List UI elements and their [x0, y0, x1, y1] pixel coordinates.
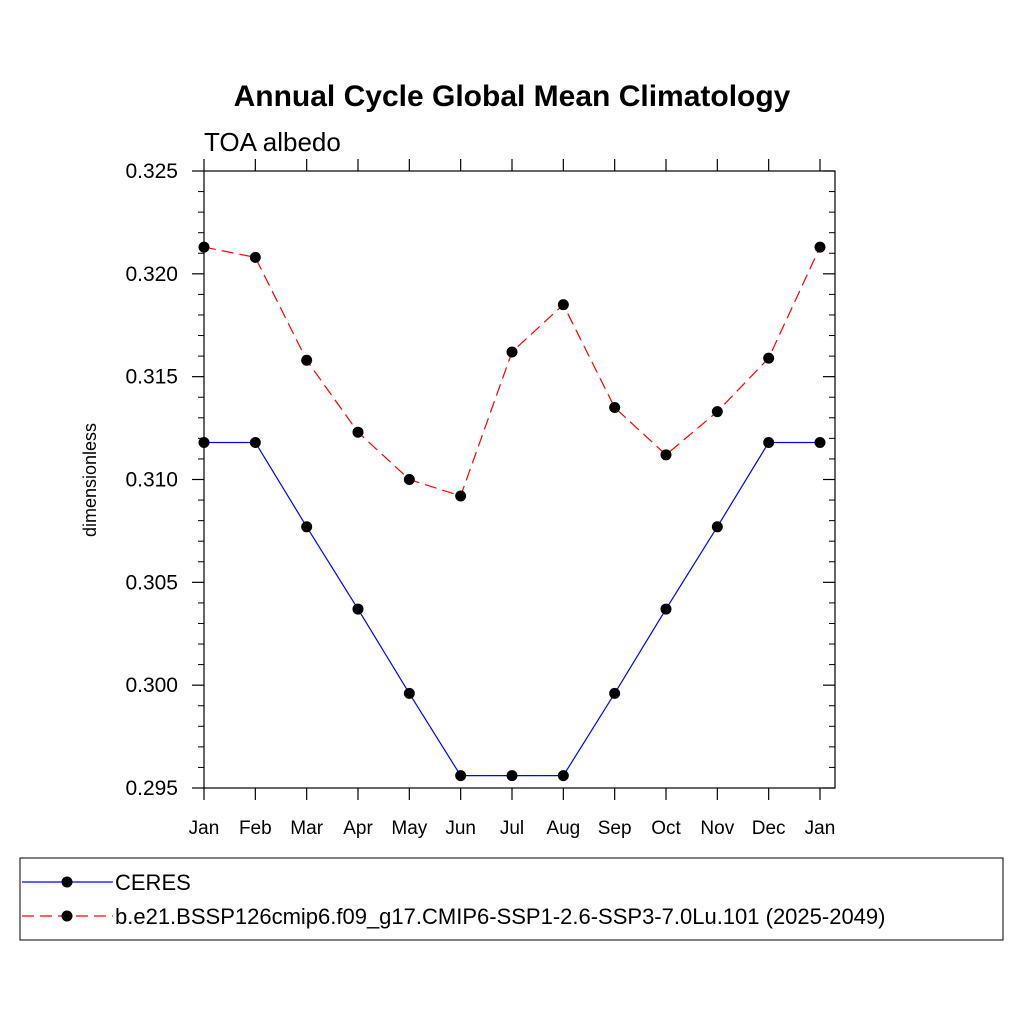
data-point: [609, 687, 621, 699]
data-point: [506, 770, 518, 782]
data-point: [557, 770, 569, 782]
legend-box: [19, 857, 1004, 941]
y-tick-label: 0.310: [125, 469, 178, 492]
data-point: [609, 402, 621, 414]
x-tick-label: May: [391, 818, 427, 839]
y-tick-label: 0.295: [125, 777, 178, 800]
x-tick-label: Mar: [290, 818, 323, 839]
y-tick-label: 0.305: [125, 571, 178, 594]
x-tick-label: Dec: [752, 818, 786, 839]
plot-frame: [203, 170, 836, 789]
x-tick-label: Jan: [189, 818, 220, 839]
x-tick-label: Oct: [651, 818, 681, 839]
data-point: [352, 426, 364, 438]
x-tick-label: Sep: [598, 818, 632, 839]
series-line-1: [203, 246, 821, 497]
y-axis-label: dimensionless: [80, 423, 100, 537]
y-tick-label: 0.315: [125, 366, 178, 389]
data-point: [198, 436, 210, 448]
data-point: [814, 241, 826, 253]
data-point: [506, 346, 518, 358]
data-point: [249, 251, 261, 263]
data-point: [660, 603, 672, 615]
data-point: [455, 490, 467, 502]
data-point: [198, 241, 210, 253]
data-point: [301, 521, 313, 533]
data-point: [763, 436, 775, 448]
x-tick-label: Jun: [445, 818, 476, 839]
legend-label: b.e21.BSSP126cmip6.f09_g17.CMIP6-SSP1-2.…: [115, 904, 885, 929]
data-point: [763, 352, 775, 364]
x-tick-label: Feb: [239, 818, 272, 839]
data-point: [301, 354, 313, 366]
legend-label: CERES: [115, 870, 191, 895]
data-point: [660, 449, 672, 461]
y-tick-label: 0.320: [125, 263, 178, 286]
y-tick-label: 0.300: [125, 674, 178, 697]
x-tick-label: Jan: [805, 818, 836, 839]
x-tick-label: Jul: [500, 818, 524, 839]
x-tick-label: Apr: [343, 818, 373, 839]
x-tick-label: Aug: [546, 818, 580, 839]
data-point: [249, 436, 261, 448]
plot-axes: 0.295 0.300 0.305 0.310 0.315 0.320 0.325 Jan Fe…: [125, 159, 836, 839]
chart-title: Annual Cycle Global Mean Climatology: [234, 80, 791, 113]
data-point: [403, 687, 415, 699]
data-point: [711, 406, 723, 418]
chart-subtitle: TOA albedo: [204, 127, 341, 157]
data-point: [352, 603, 364, 615]
x-tick-label: Nov: [700, 818, 734, 839]
y-tick-label: 0.325: [125, 160, 178, 183]
plot-series: [198, 241, 826, 782]
data-point: [557, 299, 569, 311]
series-line-0: [204, 441, 820, 777]
data-point: [403, 474, 415, 485]
data-point: [711, 521, 723, 533]
legend-marker: [61, 876, 73, 888]
data-point: [814, 436, 826, 448]
legend-marker: [61, 910, 73, 922]
legend: CERES b.e21.BSSP126cmip6.f09_g17.CMIP6-SS…: [19, 857, 1004, 941]
data-point: [455, 770, 467, 782]
